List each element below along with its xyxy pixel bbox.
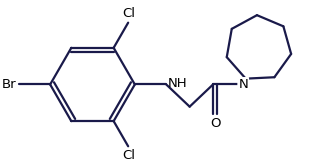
Text: N: N <box>239 78 248 91</box>
Text: N: N <box>239 78 248 91</box>
Text: Br: Br <box>2 78 17 91</box>
Text: NH: NH <box>168 77 188 90</box>
Text: Cl: Cl <box>123 7 136 20</box>
Text: Cl: Cl <box>123 149 136 162</box>
Text: O: O <box>210 117 220 130</box>
